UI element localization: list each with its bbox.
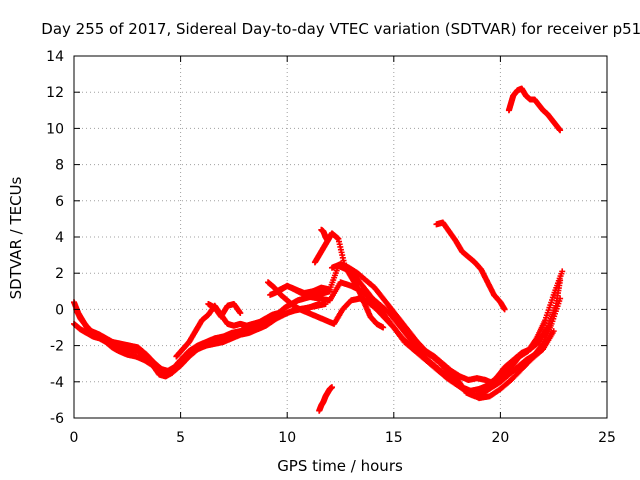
y-tick-label: -4 (50, 375, 64, 391)
data-point (557, 295, 564, 302)
y-tick-label: 2 (55, 266, 64, 282)
x-axis-label: GPS time / hours (277, 457, 403, 475)
y-tick-label: 12 (46, 85, 64, 101)
x-tick-label: 5 (176, 430, 185, 446)
data-point (316, 300, 323, 307)
y-tick-label: 0 (55, 302, 64, 318)
data-point (557, 127, 564, 134)
x-tick-label: 15 (385, 430, 403, 446)
grid (74, 56, 607, 418)
data-point (237, 310, 244, 317)
series-arc-9 (328, 261, 566, 387)
x-tick-label: 10 (278, 430, 296, 446)
data-series (71, 85, 566, 414)
data-point (559, 268, 566, 275)
y-axis-label: SDTVAR / TECUs (7, 176, 25, 299)
series-arc-14 (505, 85, 564, 134)
x-tick-label: 0 (70, 430, 79, 446)
data-point (380, 324, 387, 331)
series-arc-3 (71, 320, 265, 380)
x-tick-label: 25 (598, 430, 616, 446)
y-tick-label: -6 (50, 411, 64, 427)
data-point (258, 324, 265, 331)
data-point (550, 328, 557, 335)
series-arc-12 (316, 384, 335, 414)
data-point (501, 306, 508, 313)
y-tick-label: 14 (46, 49, 64, 65)
y-tick-label: 4 (55, 230, 64, 246)
chart-title: Day 255 of 2017, Sidereal Day-to-day VTE… (41, 20, 640, 38)
data-point (326, 232, 333, 239)
series-arc-5 (205, 300, 244, 320)
y-tick-label: 6 (55, 194, 64, 210)
series-arc-8 (273, 279, 557, 402)
series-arc-11 (318, 226, 333, 244)
axis-ticks: 0 5 10 15 20 25 -6 -4 -2 0 2 4 6 8 10 12 14 (46, 49, 616, 446)
series-arc-13 (433, 219, 508, 313)
y-tick-label: -2 (50, 339, 64, 355)
y-tick-label: 8 (55, 158, 64, 174)
y-tick-label: 10 (46, 121, 64, 137)
data-point (328, 384, 335, 391)
x-tick-label: 20 (491, 430, 509, 446)
